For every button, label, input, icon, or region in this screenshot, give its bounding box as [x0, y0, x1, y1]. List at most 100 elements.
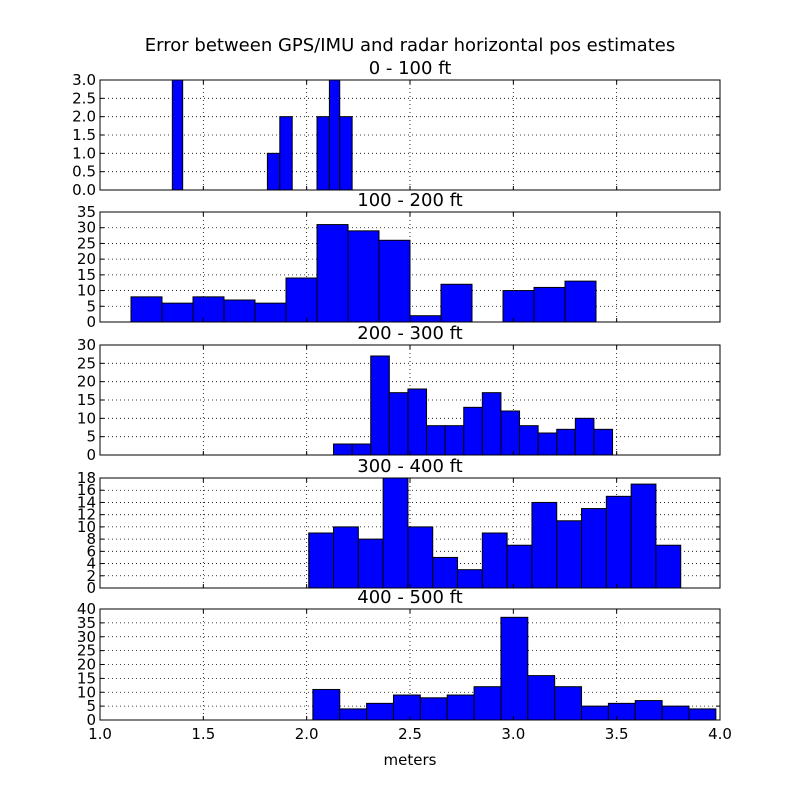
y-tick-label: 30	[77, 219, 96, 237]
y-tick-label: 0.5	[72, 163, 96, 181]
histogram-bar	[481, 392, 502, 456]
histogram-bar	[370, 355, 390, 456]
histogram-bar	[407, 526, 434, 589]
x-tick-label: 4.0	[708, 725, 732, 743]
y-tick-label: 25	[77, 234, 96, 252]
histogram-bar	[366, 702, 394, 721]
histogram-bar	[444, 425, 465, 456]
histogram-bar	[564, 280, 597, 323]
histogram-bar	[481, 532, 508, 589]
histogram-bar	[440, 283, 473, 323]
histogram-bar	[556, 520, 583, 589]
y-tick-label: 6	[86, 542, 96, 560]
histogram-bar	[285, 277, 318, 323]
y-tick-label: 2	[86, 567, 96, 585]
histogram-bar	[339, 708, 368, 721]
histogram-bar	[519, 425, 539, 456]
histogram-bar	[554, 686, 583, 721]
histogram-bar	[661, 705, 690, 721]
histogram-bar	[630, 483, 657, 589]
y-tick-label: 0	[86, 711, 96, 729]
y-tick-label: 1.0	[72, 144, 96, 162]
histogram-bar	[419, 697, 448, 721]
histogram-bar	[378, 239, 411, 323]
histogram-bar	[463, 406, 483, 456]
subplot-title: 0 - 100 ft	[369, 58, 452, 79]
figure-title: Error between GPS/IMU and radar horizont…	[145, 35, 675, 56]
histogram-bar	[432, 556, 459, 589]
y-tick-label: 10	[77, 409, 96, 427]
y-tick-label: 5	[86, 297, 96, 315]
histogram-bar	[537, 432, 558, 456]
histogram-bar	[531, 501, 558, 589]
histogram-bar	[192, 296, 225, 323]
x-tick-label: 1.0	[88, 725, 112, 743]
histogram-bar	[655, 544, 682, 589]
y-tick-label: 15	[77, 266, 96, 284]
histogram-bar	[607, 702, 636, 721]
y-tick-label: 35	[77, 203, 96, 221]
histogram-bar	[533, 286, 566, 323]
y-tick-label: 0	[86, 579, 96, 597]
x-tick-label: 2.0	[295, 725, 319, 743]
histogram-bar	[266, 152, 281, 191]
histogram-bar	[316, 224, 349, 323]
x-tick-label: 3.0	[501, 725, 525, 743]
x-tick-label: 3.5	[605, 725, 629, 743]
y-tick-label: 0	[86, 313, 96, 331]
subplot-title: 400 - 500 ft	[357, 587, 462, 608]
histogram-bar	[473, 686, 502, 721]
histogram-bar	[382, 477, 409, 589]
histogram-bar	[426, 425, 446, 456]
histogram-bar	[500, 616, 529, 721]
y-tick-label: 0.0	[72, 181, 96, 199]
histogram-bar	[506, 544, 533, 589]
histogram-bar	[223, 299, 256, 323]
histogram-bar	[333, 526, 359, 589]
histogram-bar	[171, 79, 184, 191]
y-tick-label: 1.5	[72, 126, 96, 144]
histogram-bar	[688, 708, 717, 721]
y-tick-label: 10	[77, 518, 96, 536]
subplot-title: 200 - 300 ft	[357, 323, 462, 344]
histogram-bar	[161, 302, 194, 323]
subplot-title: 300 - 400 ft	[357, 456, 462, 477]
y-tick-label: 25	[77, 642, 96, 660]
histogram-bar	[308, 532, 335, 589]
y-tick-label: 4	[86, 555, 96, 573]
histogram-bar	[316, 116, 330, 191]
histogram-bar	[254, 302, 287, 323]
y-tick-label: 2.0	[72, 108, 96, 126]
subplot-title: 100 - 200 ft	[357, 190, 462, 211]
histogram-bar	[556, 428, 576, 456]
y-tick-label: 5	[86, 697, 96, 715]
histogram-bar	[339, 116, 353, 191]
histogram-bar	[130, 296, 163, 323]
y-tick-label: 0	[86, 446, 96, 464]
histogram-bar	[347, 230, 380, 323]
y-tick-label: 20	[77, 373, 96, 391]
histogram-bar	[527, 675, 556, 721]
y-tick-label: 30	[77, 336, 96, 354]
histogram-bar	[581, 705, 609, 721]
histogram-bar	[409, 315, 442, 323]
y-tick-label: 25	[77, 354, 96, 372]
histogram-bar	[333, 443, 353, 456]
x-tick-label: 1.5	[191, 725, 215, 743]
histogram-bar	[593, 428, 614, 456]
histogram-bar	[605, 495, 632, 589]
histogram-bar	[581, 508, 607, 589]
y-tick-label: 15	[77, 669, 96, 687]
histogram-bar	[392, 694, 421, 721]
y-tick-label: 2.5	[72, 89, 96, 107]
y-tick-label: 30	[77, 628, 96, 646]
y-tick-label: 15	[77, 391, 96, 409]
histogram-bar	[351, 443, 372, 456]
y-tick-label: 40	[77, 600, 96, 618]
y-tick-label: 8	[86, 530, 96, 548]
